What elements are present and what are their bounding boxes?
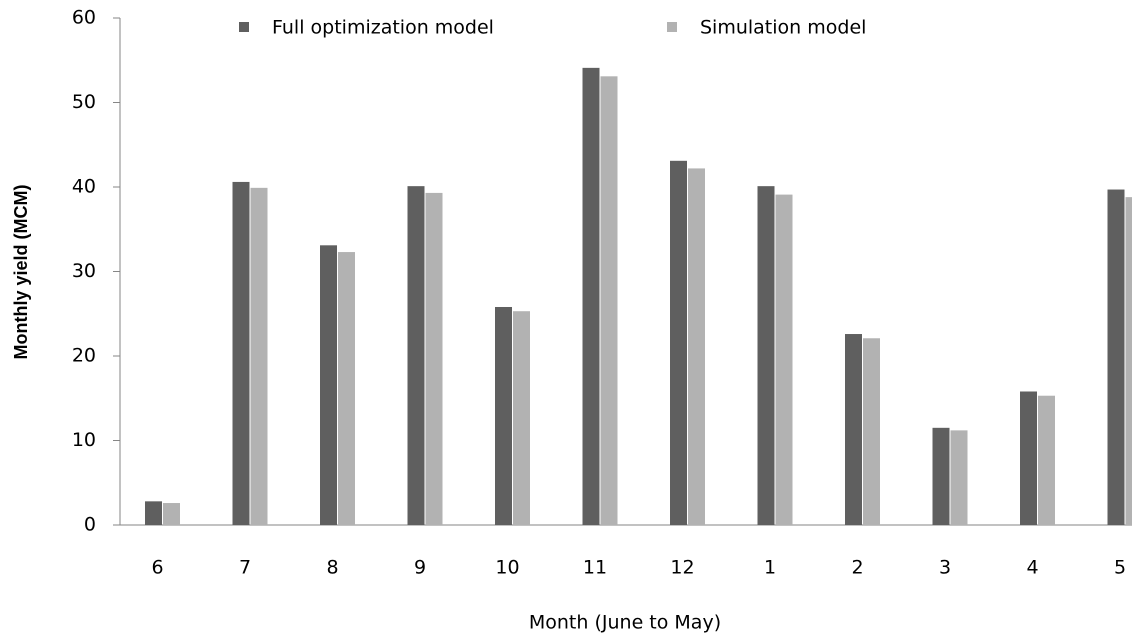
bar [495,306,512,525]
bar [757,186,775,525]
bar [775,194,793,526]
x-tick-label: 8 [326,557,338,579]
bar [1038,395,1055,525]
x-tick-label: 4 [1026,557,1038,579]
legend-swatch [667,22,677,32]
bar [338,252,355,525]
x-tick-label: 3 [939,557,951,579]
legend-label: Simulation model [700,17,866,39]
bar [863,338,880,525]
legend-label: Full optimization model [272,17,494,39]
y-tick-label: 50 [72,91,96,113]
bar [250,187,268,525]
bar [232,181,250,525]
bar [670,160,687,525]
x-tick-label: 6 [151,557,163,579]
bar [163,503,180,525]
bar [600,76,618,526]
y-tick-label: 0 [84,514,96,536]
bar [425,192,443,526]
x-tick-label: 5 [1114,557,1126,579]
bar [950,430,968,525]
bar [145,501,162,525]
bar [1125,197,1132,525]
y-tick-label: 20 [72,345,96,367]
x-tick-label: 10 [495,557,519,579]
y-tick-label: 30 [72,260,96,282]
bar [1107,189,1125,525]
x-axis-title: Month (June to May) [529,612,721,634]
x-tick-label: 12 [670,557,694,579]
x-tick-label: 7 [239,557,251,579]
x-tick-label: 9 [414,557,426,579]
bar [320,245,337,525]
x-tick-label: 2 [851,557,863,579]
x-tick-label: 1 [764,557,776,579]
legend-swatch [239,22,249,32]
y-tick-label: 40 [72,176,96,198]
x-tick-label: 11 [583,557,607,579]
bar [407,186,425,525]
bar [513,311,530,525]
y-axis-title: Monthly yield (MCM) [11,185,31,360]
bar [582,67,600,525]
y-tick-label: 60 [72,7,96,29]
bar [1020,391,1037,525]
bar [932,427,950,525]
bar [845,334,862,525]
y-tick-label: 10 [72,429,96,451]
bar [688,168,705,525]
